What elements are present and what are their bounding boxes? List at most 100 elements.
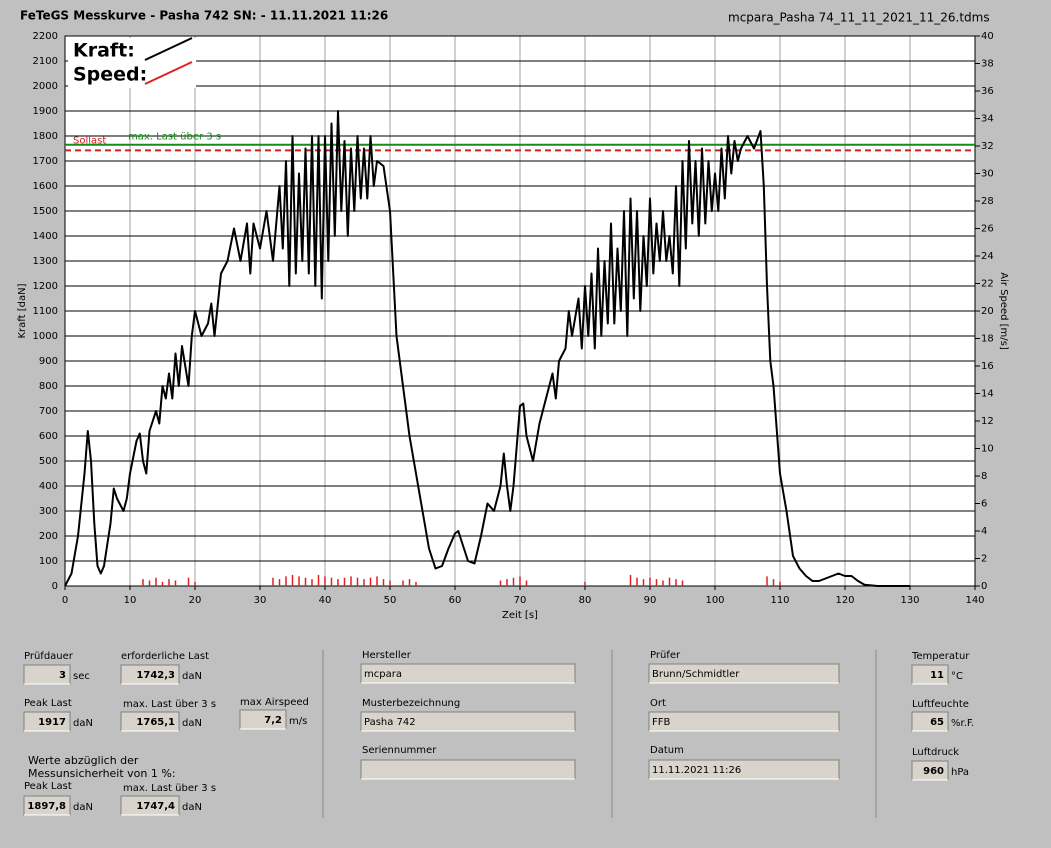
y2-tick-label: 0 <box>981 581 987 592</box>
y2-tick-label: 40 <box>981 31 994 42</box>
x-tick-label: 50 <box>384 595 397 606</box>
y2-tick-label: 20 <box>981 306 994 317</box>
field-unit: daN <box>182 671 202 682</box>
y2-tick-label: 32 <box>981 141 994 152</box>
y-tick-label: 1100 <box>33 306 58 317</box>
y2-tick-label: 12 <box>981 416 994 427</box>
y-tick-label: 1600 <box>33 181 58 192</box>
field-unit: daN <box>182 802 202 813</box>
field-label: Prüfer <box>650 650 681 661</box>
field-box <box>648 711 840 732</box>
y-axis-label: Kraft [daN] <box>17 283 28 338</box>
field-value: 7,2 <box>264 715 282 726</box>
y-tick-label: 2000 <box>33 81 58 92</box>
legend-label: Kraft: <box>73 40 135 62</box>
field-label: max. Last über 3 s <box>123 699 216 710</box>
field-label: Luftfeuchte <box>912 699 969 710</box>
field-value: FFB <box>652 717 671 728</box>
y2-tick-label: 30 <box>981 169 994 180</box>
force-line <box>64 110 910 587</box>
y-tick-label: 1300 <box>33 256 58 267</box>
y-tick-label: 0 <box>52 581 58 592</box>
field-value: 11.11.2021 11:26 <box>652 765 741 776</box>
x-tick-label: 60 <box>449 595 462 606</box>
x-tick-label: 20 <box>189 595 202 606</box>
field-unit: m/s <box>289 716 307 727</box>
y2-tick-label: 22 <box>981 279 994 290</box>
y2-tick-label: 14 <box>981 389 994 400</box>
y-tick-label: 800 <box>39 381 58 392</box>
field-value: 1747,4 <box>136 801 175 812</box>
y-tick-label: 2200 <box>33 31 58 42</box>
field-label: Temperatur <box>911 651 970 662</box>
x-axis-label: Zeit [s] <box>502 610 538 621</box>
x-tick-label: 130 <box>900 595 919 606</box>
y-tick-label: 200 <box>39 531 58 542</box>
y2-tick-label: 16 <box>981 361 994 372</box>
y2-tick-label: 10 <box>981 444 994 455</box>
y-tick-label: 2100 <box>33 56 58 67</box>
field-value: 65 <box>930 717 944 728</box>
field-label: Peak Last <box>24 781 72 792</box>
window-title: FeTeGS Messkurve - Pasha 742 SN: - 11.11… <box>20 9 388 23</box>
field-unit: daN <box>73 802 93 813</box>
field-unit: %r.F. <box>951 718 974 729</box>
y-tick-label: 600 <box>39 431 58 442</box>
y2-tick-label: 38 <box>981 59 994 70</box>
y-tick-label: 1800 <box>33 131 58 142</box>
x-tick-label: 120 <box>835 595 854 606</box>
field-label: Luftdruck <box>912 747 959 758</box>
x-tick-label: 70 <box>514 595 527 606</box>
x-tick-label: 30 <box>254 595 267 606</box>
field-value: 1897,8 <box>27 801 66 812</box>
field-label: Datum <box>650 745 684 756</box>
x-tick-label: 80 <box>579 595 592 606</box>
x-tick-label: 140 <box>965 595 984 606</box>
field-label: erforderliche Last <box>121 651 209 662</box>
y-tick-label: 1700 <box>33 156 58 167</box>
x-tick-label: 10 <box>124 595 137 606</box>
y2-axis-label: Air Speed [m/s] <box>998 272 1009 350</box>
field-value: 1917 <box>38 717 66 728</box>
note: Messunsicherheit von 1 %: <box>28 767 176 780</box>
field-unit: daN <box>73 718 93 729</box>
field-value: mcpara <box>364 669 402 680</box>
y2-tick-label: 18 <box>981 334 994 345</box>
file-name: mcpara_Pasha 74_11_11_2021_11_26.tdms <box>728 11 990 25</box>
x-tick-label: 100 <box>705 595 724 606</box>
y2-tick-label: 34 <box>981 114 994 125</box>
x-tick-label: 40 <box>319 595 332 606</box>
y-tick-label: 500 <box>39 456 58 467</box>
y-tick-label: 1900 <box>33 106 58 117</box>
field-value: 3 <box>59 670 66 681</box>
y-tick-label: 100 <box>39 556 58 567</box>
field-label: Hersteller <box>362 650 412 661</box>
y-tick-label: 400 <box>39 481 58 492</box>
field-label: Prüfdauer <box>24 651 74 662</box>
y2-tick-label: 36 <box>981 86 994 97</box>
field-value: 960 <box>923 766 944 777</box>
y2-tick-label: 26 <box>981 224 994 235</box>
field-label: max Airspeed <box>240 697 309 708</box>
y2-tick-label: 4 <box>981 526 987 537</box>
field-unit: hPa <box>951 767 969 778</box>
field-value: Pasha 742 <box>364 717 416 728</box>
legend-swatch <box>144 61 193 85</box>
y2-tick-label: 28 <box>981 196 994 207</box>
field-value: Brunn/Schmidtler <box>652 669 740 680</box>
reference-label: Sollast <box>73 135 106 146</box>
reference-label: max. Last über 3 s <box>128 132 221 143</box>
field-unit: sec <box>73 671 90 682</box>
field-label: Ort <box>650 698 666 709</box>
y2-tick-label: 8 <box>981 471 987 482</box>
y-tick-label: 900 <box>39 356 58 367</box>
field-value: 11 <box>930 670 944 681</box>
y-tick-label: 1400 <box>33 231 58 242</box>
field-label: Seriennummer <box>362 745 437 756</box>
y-tick-label: 1000 <box>33 331 58 342</box>
y-tick-label: 1500 <box>33 206 58 217</box>
field-box <box>360 759 576 780</box>
field-unit: daN <box>182 718 202 729</box>
